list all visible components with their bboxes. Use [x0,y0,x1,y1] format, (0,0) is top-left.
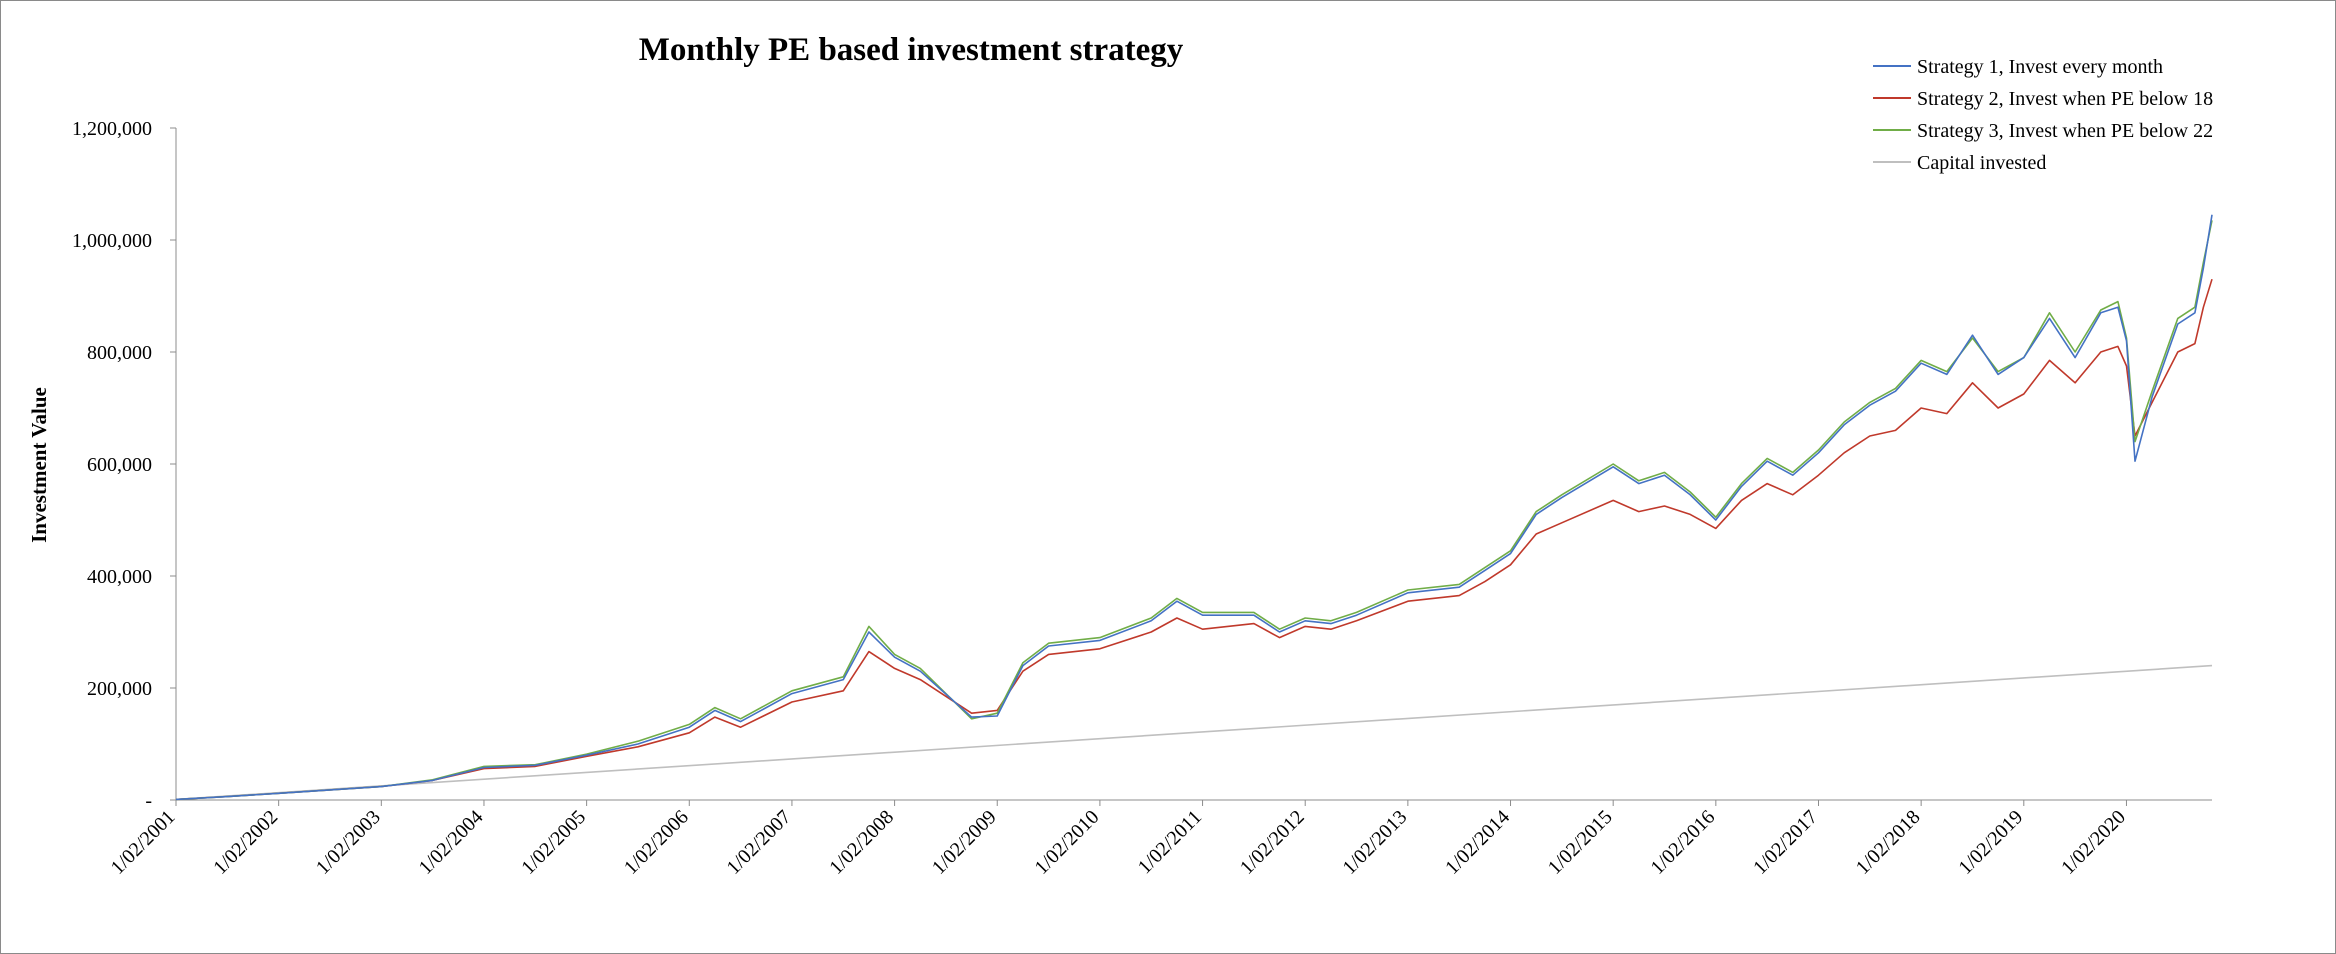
series-line [175,278,2213,801]
y-tick-label: 1,000,000 [72,230,152,252]
x-tick-label: 1/02/2009 [928,806,1001,879]
x-tick-label: 1/02/2007 [723,806,796,879]
x-tick-label: 1/02/2019 [1954,806,2027,879]
y-axis-label: Investment Value [27,387,51,543]
legend-label: Capital invested [1917,152,2046,174]
x-tick-label: 1/02/2008 [825,806,898,879]
y-tick-label: - [145,790,152,812]
x-tick-label: 1/02/2014 [1441,806,1514,879]
series-line [175,664,2213,801]
legend-label: Strategy 3, Invest when PE below 22 [1917,120,2213,142]
chart-title: Monthly PE based investment strategy [639,32,1184,68]
y-tick-label: 400,000 [87,566,152,588]
x-tick-label: 1/02/2013 [1338,806,1411,879]
series-lines [175,214,2213,801]
x-tick-label: 1/02/2017 [1749,806,1822,879]
x-tick-label: 1/02/2002 [209,806,282,879]
y-tick-label: 800,000 [87,342,152,364]
x-tick-label: 1/02/2001 [107,806,180,879]
x-tick-label: 1/02/2010 [1031,806,1104,879]
series-line [175,220,2213,801]
x-tick-label: 1/02/2012 [1236,806,1309,879]
y-tick-label: 200,000 [87,678,152,700]
x-tick-label: 1/02/2011 [1134,806,1206,878]
y-axis: - 200,000 400,000 600,000 800,000 1,000,000 1,… [72,118,177,812]
legend-label: Strategy 1, Invest every month [1917,56,2163,78]
x-tick-label: 1/02/2016 [1646,806,1719,879]
x-tick-label: 1/02/2020 [2057,806,2130,879]
x-tick-label: 1/02/2015 [1544,806,1617,879]
y-tick-label: 1,200,000 [72,118,152,140]
series-line [175,214,2213,801]
x-tick-label: 1/02/2003 [312,806,385,879]
y-tick-label: 600,000 [87,454,152,476]
x-tick-label: 1/02/2018 [1852,806,1925,879]
x-axis: 1/02/2001 1/02/2002 1/02/2003 1/02/2004 1/02… [107,799,2212,879]
legend-label: Strategy 2, Invest when PE below 18 [1917,88,2213,110]
x-tick-label: 1/02/2006 [620,806,693,879]
legend: Strategy 1, Invest every month Strategy 2… [1873,56,2213,174]
x-tick-label: 1/02/2005 [517,806,590,879]
x-tick-label: 1/02/2004 [415,806,488,879]
